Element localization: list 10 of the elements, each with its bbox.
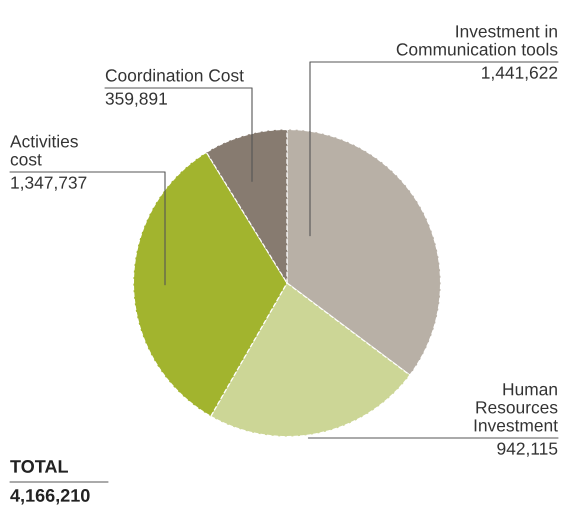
slice-label: Coordination Cost — [106, 68, 244, 82]
data-label: 942,115 — [497, 442, 558, 457]
text: 4,166,210 — [10, 489, 90, 504]
data-label: 359,891 — [106, 92, 167, 107]
data-label: 1,347,737 — [11, 176, 86, 191]
slice-label: Human Resources Investment — [474, 383, 558, 432]
slice-label: Activities cost — [10, 134, 78, 166]
slice-label: Investment in Communication tools — [396, 24, 558, 56]
data-label: 1,441,622 — [482, 66, 558, 81]
text: TOTAL — [10, 460, 68, 473]
